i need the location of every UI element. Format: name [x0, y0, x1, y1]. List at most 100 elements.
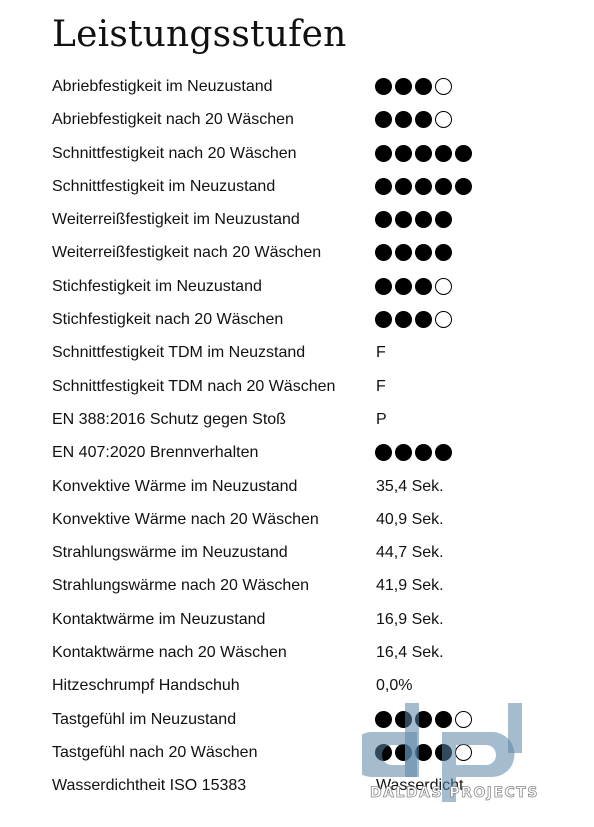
filled-dot-icon	[435, 444, 452, 462]
spec-row: Strahlungswärme nach 20 Wäschen 41,9 Sek.	[0, 570, 594, 603]
spec-row: Schnittfestigkeit TDM nach 20 Wäschen F	[0, 371, 594, 404]
rating-dots	[375, 78, 452, 98]
spec-label: Tastgefühl nach 20 Wäschen	[52, 743, 258, 761]
spec-label: Abriebfestigkeit nach 20 Wäschen	[52, 111, 294, 129]
filled-dot-icon	[375, 111, 392, 129]
rating-dots	[375, 311, 452, 331]
filled-dot-icon	[435, 177, 452, 195]
spec-row: Abriebfestigkeit im Neuzustand	[0, 71, 594, 104]
empty-dot-icon	[435, 78, 452, 95]
spec-label: EN 388:2016 Schutz gegen Stoß	[52, 410, 286, 428]
empty-dot-icon	[435, 277, 452, 295]
spec-label: Kontaktwärme im Neuzustand	[52, 610, 266, 628]
spec-label: Schnittfestigkeit nach 20 Wäschen	[52, 144, 297, 162]
spec-value: 16,9 Sek.	[376, 610, 444, 628]
spec-value: P	[376, 410, 387, 428]
spec-label: Stichfestigkeit im Neuzustand	[52, 277, 262, 295]
spec-row: Schnittfestigkeit nach 20 Wäschen	[0, 138, 594, 171]
spec-value: 41,9 Sek.	[376, 577, 444, 595]
filled-dot-icon	[375, 277, 392, 295]
filled-dot-icon	[395, 444, 412, 462]
spec-label: Strahlungswärme nach 20 Wäschen	[52, 577, 310, 595]
spec-value: 0,0%	[376, 677, 413, 695]
filled-dot-icon	[415, 244, 432, 262]
spec-row: Stichfestigkeit im Neuzustand	[0, 271, 594, 304]
filled-dot-icon	[375, 78, 392, 95]
filled-dot-icon	[375, 311, 392, 329]
spec-row: Kontaktwärme im Neuzustand 16,9 Sek.	[0, 604, 594, 637]
spec-label: Weiterreißfestigkeit nach 20 Wäschen	[52, 244, 322, 262]
spec-row: Hitzeschrumpf Handschuh 0,0%	[0, 670, 594, 703]
filled-dot-icon	[395, 710, 412, 728]
spec-row: Konvektive Wärme im Neuzustand 35,4 Sek.	[0, 471, 594, 504]
filled-dot-icon	[455, 177, 472, 195]
filled-dot-icon	[395, 111, 412, 129]
filled-dot-icon	[455, 144, 472, 162]
spec-row: Weiterreißfestigkeit im Neuzustand	[0, 204, 594, 237]
spec-label: Wasserdichtheit ISO 15383	[52, 777, 247, 795]
rating-dots	[375, 244, 452, 264]
rating-dots	[375, 211, 452, 231]
filled-dot-icon	[395, 78, 412, 95]
spec-label: Stichfestigkeit nach 20 Wäschen	[52, 311, 284, 329]
spec-value: Wasserdicht	[376, 777, 464, 795]
filled-dot-icon	[395, 211, 412, 229]
spec-value: 40,9 Sek.	[376, 510, 444, 528]
spec-label: Kontaktwärme nach 20 Wäschen	[52, 644, 287, 662]
spec-label: Schnittfestigkeit im Neuzustand	[52, 177, 276, 195]
spec-row: Stichfestigkeit nach 20 Wäschen	[0, 304, 594, 337]
filled-dot-icon	[375, 444, 392, 462]
filled-dot-icon	[435, 743, 452, 761]
filled-dot-icon	[435, 211, 452, 229]
spec-value: 44,7 Sek.	[376, 544, 444, 562]
page-title: Leistungsstufen	[52, 14, 347, 55]
spec-row: Kontaktwärme nach 20 Wäschen 16,4 Sek.	[0, 637, 594, 670]
filled-dot-icon	[415, 111, 432, 129]
spec-value: 35,4 Sek.	[376, 477, 444, 495]
rating-dots	[375, 444, 452, 464]
filled-dot-icon	[415, 211, 432, 229]
spec-row: Strahlungswärme im Neuzustand 44,7 Sek.	[0, 537, 594, 570]
spec-row: Wasserdichtheit ISO 15383 Wasserdicht	[0, 770, 594, 803]
spec-row: Tastgefühl im Neuzustand	[0, 704, 594, 737]
filled-dot-icon	[435, 244, 452, 262]
filled-dot-icon	[415, 177, 432, 195]
rating-dots	[375, 177, 472, 198]
filled-dot-icon	[395, 277, 412, 295]
spec-row: Konvektive Wärme nach 20 Wäschen 40,9 Sek…	[0, 504, 594, 537]
filled-dot-icon	[415, 743, 432, 761]
filled-dot-icon	[415, 710, 432, 728]
spec-row: Weiterreißfestigkeit nach 20 Wäschen	[0, 237, 594, 270]
spec-label: Weiterreißfestigkeit im Neuzustand	[52, 211, 300, 229]
spec-row: Schnittfestigkeit TDM im Neuzstand F	[0, 337, 594, 370]
filled-dot-icon	[395, 244, 412, 262]
spec-label: Konvektive Wärme nach 20 Wäschen	[52, 510, 319, 528]
rating-dots	[375, 277, 452, 298]
empty-dot-icon	[435, 311, 452, 329]
spec-value: 16,4 Sek.	[376, 644, 444, 662]
filled-dot-icon	[395, 743, 412, 761]
empty-dot-icon	[455, 743, 472, 761]
rating-dots	[375, 710, 472, 731]
filled-dot-icon	[395, 311, 412, 329]
spec-row: EN 388:2016 Schutz gegen Stoß P	[0, 404, 594, 437]
spec-row: Schnittfestigkeit im Neuzustand	[0, 171, 594, 204]
spec-row: Abriebfestigkeit nach 20 Wäschen	[0, 104, 594, 137]
spec-row: Tastgefühl nach 20 Wäschen	[0, 737, 594, 770]
rating-dots	[375, 111, 452, 131]
filled-dot-icon	[375, 144, 392, 162]
spec-label: Abriebfestigkeit im Neuzustand	[52, 78, 273, 95]
filled-dot-icon	[415, 444, 432, 462]
filled-dot-icon	[375, 211, 392, 229]
spec-label: EN 407:2020 Brennverhalten	[52, 444, 259, 462]
spec-label: Schnittfestigkeit TDM im Neuzstand	[52, 344, 306, 362]
filled-dot-icon	[395, 144, 412, 162]
filled-dot-icon	[375, 177, 392, 195]
spec-row: EN 407:2020 Brennverhalten	[0, 437, 594, 470]
filled-dot-icon	[375, 743, 392, 761]
filled-dot-icon	[375, 244, 392, 262]
spec-value: F	[376, 344, 386, 362]
filled-dot-icon	[415, 144, 432, 162]
filled-dot-icon	[415, 277, 432, 295]
spec-label: Konvektive Wärme im Neuzustand	[52, 477, 298, 495]
